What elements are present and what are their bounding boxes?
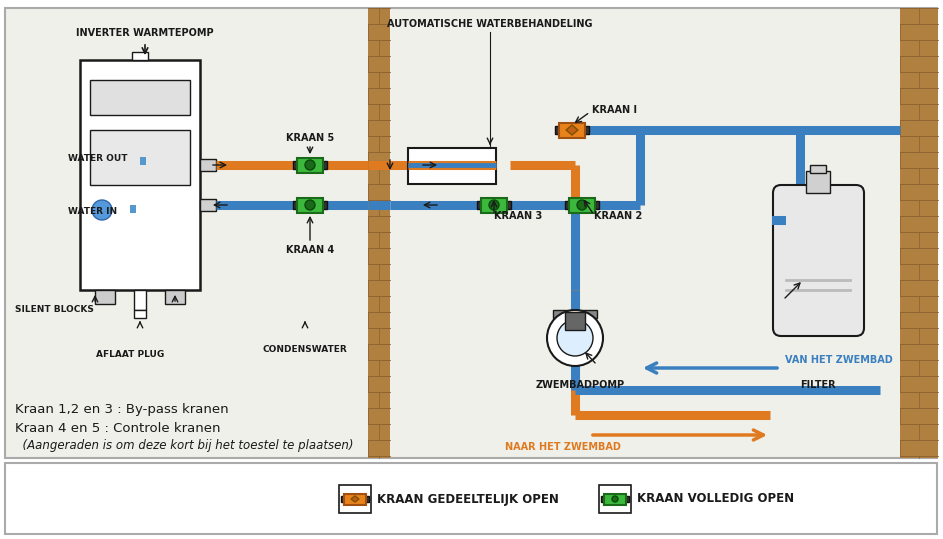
Text: Kraan 1,2 en 3 : By-pass kranen: Kraan 1,2 en 3 : By-pass kranen	[15, 404, 228, 417]
Bar	[132, 52, 148, 60]
Text: KRAAN 5: KRAAN 5	[286, 133, 334, 143]
Circle shape	[92, 200, 112, 220]
Bar	[297, 158, 323, 173]
Circle shape	[557, 320, 593, 356]
Text: SILENT BLOCKS: SILENT BLOCKS	[15, 306, 94, 314]
Bar	[565, 201, 569, 209]
Bar	[626, 496, 629, 502]
Bar	[344, 494, 366, 505]
Bar	[293, 201, 297, 209]
Text: NAAR HET ZWEMBAD: NAAR HET ZWEMBAD	[505, 442, 620, 452]
Bar	[80, 60, 200, 290]
Bar	[601, 496, 604, 502]
Bar	[604, 494, 626, 505]
Text: AUTOMATISCHE WATERBEHANDELING: AUTOMATISCHE WATERBEHANDELING	[388, 19, 593, 29]
Bar	[477, 201, 481, 209]
Bar	[293, 161, 297, 169]
Text: ZWEMBADPOMP: ZWEMBADPOMP	[536, 380, 624, 390]
Bar	[341, 496, 344, 502]
Bar	[200, 199, 216, 211]
Bar	[140, 157, 146, 165]
Polygon shape	[351, 496, 359, 502]
Bar	[95, 290, 115, 304]
Text: KRAAN I: KRAAN I	[592, 105, 637, 115]
Bar	[90, 130, 190, 185]
Text: Kraan 4 en 5 : Controle kranen: Kraan 4 en 5 : Controle kranen	[15, 421, 221, 434]
Bar	[323, 201, 327, 209]
Bar	[90, 80, 190, 115]
Text: KRAAN GEDEELTELIJK OPEN: KRAAN GEDEELTELIJK OPEN	[377, 493, 559, 506]
Text: AFLAAT PLUG: AFLAAT PLUG	[96, 350, 164, 359]
Circle shape	[547, 310, 603, 366]
Bar	[200, 159, 216, 171]
Bar	[134, 290, 146, 310]
Bar	[165, 290, 185, 304]
Circle shape	[577, 200, 587, 210]
Bar	[368, 8, 390, 458]
Bar	[297, 198, 323, 213]
Circle shape	[305, 200, 315, 210]
Bar	[130, 205, 136, 213]
Text: CONDENSWATER: CONDENSWATER	[262, 345, 347, 354]
Bar	[507, 201, 511, 209]
Bar	[5, 463, 937, 534]
Text: KRAAN 3: KRAAN 3	[494, 211, 542, 221]
Bar	[599, 485, 631, 513]
Text: INVERTER WARMTEPOMP: INVERTER WARMTEPOMP	[76, 28, 214, 38]
Text: KRAAN 4: KRAAN 4	[286, 245, 334, 255]
Bar	[810, 165, 826, 173]
Text: FILTER: FILTER	[801, 380, 835, 390]
FancyBboxPatch shape	[773, 185, 864, 336]
Bar	[5, 8, 937, 458]
Bar	[408, 148, 496, 184]
Text: (Aangeraden is om deze kort bij het toestel te plaatsen): (Aangeraden is om deze kort bij het toes…	[15, 439, 354, 453]
Bar	[559, 123, 585, 138]
Bar	[900, 8, 938, 458]
Circle shape	[489, 200, 499, 210]
Circle shape	[305, 160, 315, 170]
Text: KRAAN VOLLEDIG OPEN: KRAAN VOLLEDIG OPEN	[637, 493, 794, 506]
Bar	[134, 310, 146, 318]
Bar	[555, 126, 559, 134]
Bar	[806, 171, 830, 193]
Polygon shape	[566, 125, 578, 135]
Bar	[595, 201, 599, 209]
Bar	[585, 126, 589, 134]
Bar	[553, 310, 597, 318]
Bar	[366, 496, 369, 502]
Bar	[323, 161, 327, 169]
Text: WATER IN: WATER IN	[68, 207, 117, 216]
Bar	[569, 198, 595, 213]
Bar	[339, 485, 371, 513]
Text: VAN HET ZWEMBAD: VAN HET ZWEMBAD	[785, 355, 893, 365]
Bar	[481, 198, 507, 213]
Circle shape	[612, 496, 618, 502]
Text: WATER OUT: WATER OUT	[68, 154, 127, 163]
Text: KRAAN 2: KRAAN 2	[594, 211, 642, 221]
Bar	[565, 312, 585, 330]
